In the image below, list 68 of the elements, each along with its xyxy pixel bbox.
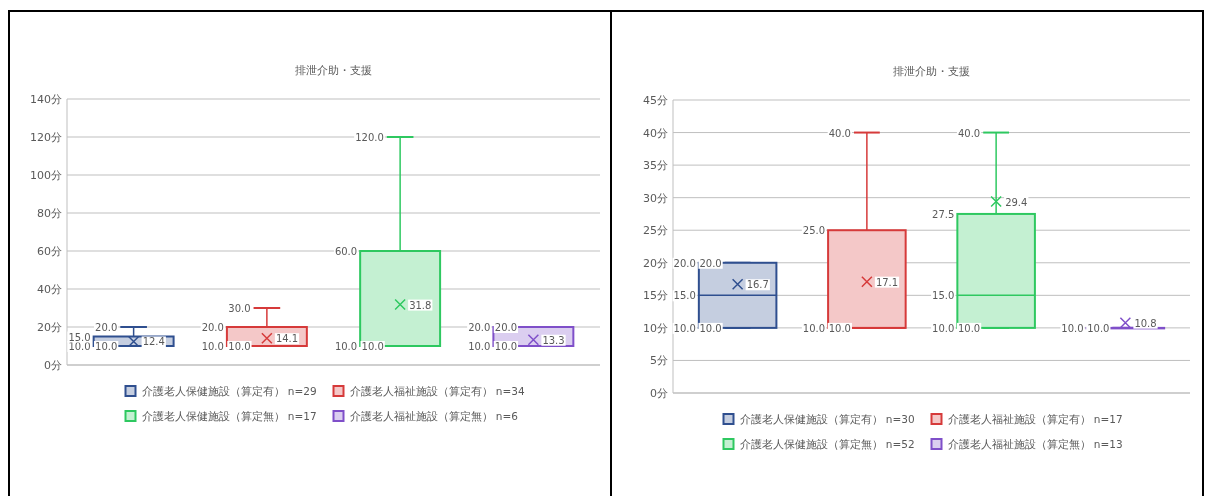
y-tick-label: 100分: [30, 169, 62, 182]
legend-label: 介護老人福祉施設（算定有） n=17: [947, 413, 1123, 425]
annotation: 60.0: [334, 246, 358, 257]
annotation: 10.0: [334, 341, 358, 352]
annotation: 10.0: [494, 341, 518, 352]
y-tick-label: 40分: [37, 283, 62, 296]
annotation: 12.4: [142, 336, 165, 348]
annotation: 10.0: [361, 341, 384, 352]
y-tick-label: 0分: [650, 387, 668, 400]
y-tick-label: 15分: [643, 289, 668, 303]
y-tick-label: 60分: [37, 245, 62, 258]
annotation: 13.3: [542, 334, 565, 346]
y-tick-label: 140分: [30, 93, 62, 106]
annotation: 16.7: [746, 279, 769, 291]
annotation: 10.0: [932, 322, 955, 334]
y-tick-label: 80分: [37, 207, 62, 220]
y-tick-label: 5分: [650, 354, 668, 368]
annotation: 10.0: [95, 341, 118, 352]
annotation: 20.0: [699, 257, 722, 269]
annotation: 20.0: [494, 322, 518, 333]
annotation: 17.1: [875, 276, 899, 288]
annotation: 10.0: [673, 322, 696, 334]
annotation: 10.8: [1134, 317, 1157, 329]
chart-title: 排泄介助・支援: [295, 64, 372, 77]
y-tick-label: 120分: [30, 131, 62, 144]
annotation: 10.0: [699, 322, 722, 334]
annotation: 40.0: [957, 127, 981, 139]
annotation: 10.0: [957, 322, 981, 334]
legend-label: 介護老人保健施設（算定有） n=29: [141, 385, 317, 397]
annotation: 20.0: [673, 257, 696, 269]
legend-label: 介護老人保健施設（算定無） n=17: [141, 410, 317, 422]
annotation: 20.0: [95, 322, 118, 333]
y-tick-label: 40分: [643, 126, 668, 140]
y-tick-label: 25分: [643, 224, 668, 238]
y-tick-label: 20分: [643, 256, 668, 270]
legend-label: 介護老人福祉施設（算定無） n=6: [349, 410, 519, 422]
annotation: 10.0: [228, 341, 251, 352]
annotation: 10.0: [468, 341, 491, 352]
annotation: 31.8: [409, 299, 432, 311]
annotation: 10.0: [1061, 322, 1084, 334]
annotation: 120.0: [355, 132, 384, 143]
chart-title: 排泄介助・支援: [893, 65, 970, 78]
legend-label: 介護老人保健施設（算定無） n=52: [739, 438, 915, 450]
annotation: 27.5: [932, 208, 955, 220]
annotation: 30.0: [228, 303, 251, 314]
legend-label: 介護老人福祉施設（算定無） n=13: [947, 438, 1123, 450]
annotation: 29.4: [1005, 196, 1028, 208]
annotation: 10.0: [201, 341, 224, 352]
legend-label: 介護老人福祉施設（算定有） n=34: [349, 385, 525, 397]
y-tick-label: 20分: [37, 321, 62, 334]
annotation: 10.0: [802, 322, 826, 334]
annotation: 40.0: [828, 127, 851, 139]
annotation: 15.0: [932, 290, 955, 302]
y-tick-label: 45分: [643, 94, 668, 107]
y-tick-label: 0分: [44, 359, 62, 372]
annotation: 10.0: [828, 322, 851, 334]
legend-label: 介護老人保健施設（算定有） n=30: [739, 413, 915, 425]
annotation: 20.0: [201, 322, 224, 333]
y-tick-label: 35分: [643, 159, 668, 173]
annotation: 14.1: [275, 333, 299, 345]
annotation: 25.0: [802, 225, 826, 237]
annotation: 10.0: [1087, 322, 1110, 334]
annotation: 10.0: [68, 341, 91, 352]
y-tick-label: 30分: [643, 191, 668, 205]
annotation: 15.0: [68, 331, 91, 343]
y-tick-label: 10分: [643, 321, 668, 335]
annotation: 20.0: [468, 322, 491, 333]
annotation: 15.0: [673, 290, 696, 302]
